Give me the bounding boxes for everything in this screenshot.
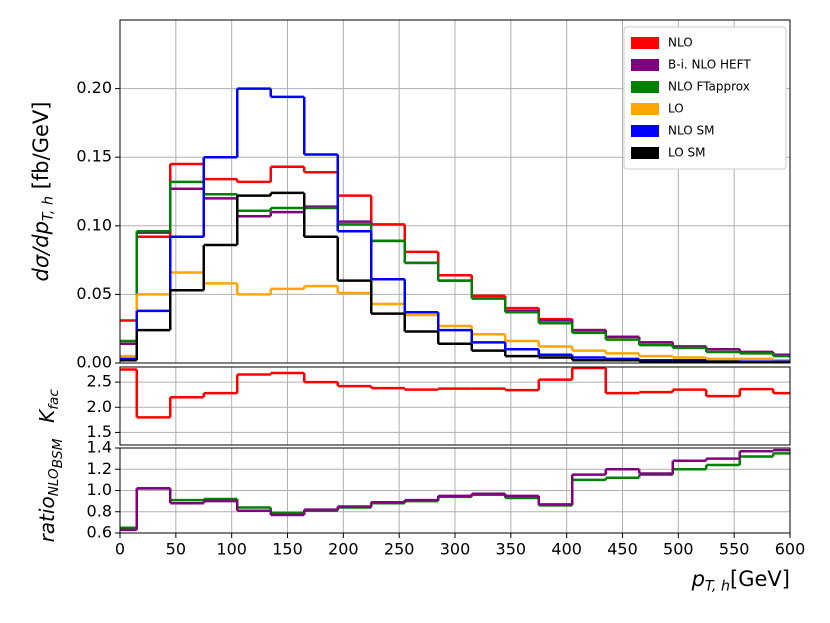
y-tick-label: 1.5 bbox=[87, 422, 112, 441]
x-tick-label: 350 bbox=[496, 540, 527, 559]
x-tick-label: 550 bbox=[719, 540, 750, 559]
legend-swatch bbox=[631, 59, 659, 71]
undefined: NLO bbox=[46, 468, 62, 496]
x-tick-label: 500 bbox=[663, 540, 694, 559]
axis-label: dσ/dpT, h [fb/GeV] bbox=[29, 102, 56, 282]
undefined: T, h bbox=[40, 196, 56, 221]
x-tick-label: 250 bbox=[384, 540, 415, 559]
x-tick-label: 400 bbox=[551, 540, 582, 559]
y-tick-label: 1.2 bbox=[87, 459, 112, 478]
x-tick-label: 0 bbox=[115, 540, 125, 559]
x-tick-label: 50 bbox=[166, 540, 186, 559]
series bbox=[120, 367, 790, 419]
undefined: T, h bbox=[705, 578, 730, 594]
legend-label: NLO FTapprox bbox=[668, 80, 750, 94]
undefined: BSM bbox=[50, 438, 66, 468]
axis-label: Kfac bbox=[35, 389, 63, 423]
legend-swatch bbox=[631, 37, 659, 49]
undefined: [fb/GeV] bbox=[29, 102, 53, 196]
legend-swatch bbox=[631, 81, 659, 93]
x-tick-label: 600 bbox=[775, 540, 806, 559]
undefined: ratio bbox=[35, 496, 59, 542]
legend-swatch bbox=[631, 125, 659, 137]
frame bbox=[119, 19, 791, 364]
y-tick-label: 1.4 bbox=[87, 438, 112, 457]
y-tick-label: 0.6 bbox=[87, 523, 112, 542]
legend-swatch bbox=[631, 103, 659, 115]
axis-label: ratioNLOBSM bbox=[35, 438, 67, 542]
legend-label: LO bbox=[668, 102, 684, 116]
y-tick-label: 0.10 bbox=[76, 215, 112, 234]
y-tick-label: 2.0 bbox=[87, 397, 112, 416]
axis-label: pT, h[GeV] bbox=[691, 567, 790, 594]
legend-label: B-i. NLO HEFT bbox=[668, 58, 751, 72]
y-tick-label: 0.15 bbox=[76, 147, 112, 166]
undefined: dσ/dp bbox=[29, 221, 53, 281]
y-tick-label: 2.5 bbox=[87, 372, 112, 391]
y-tick-label: 1.0 bbox=[87, 480, 112, 499]
x-tick-label: 200 bbox=[328, 540, 359, 559]
y-tick-label: 0.20 bbox=[76, 78, 112, 97]
legend-box bbox=[623, 26, 787, 170]
legend-label: NLO SM bbox=[668, 124, 714, 138]
series bbox=[120, 191, 790, 363]
legend-label: NLO bbox=[668, 36, 693, 50]
x-tick-label: 300 bbox=[440, 540, 471, 559]
legend-swatch bbox=[631, 147, 659, 159]
y-tick-label: 0.05 bbox=[76, 284, 112, 303]
undefined: K bbox=[35, 408, 59, 423]
y-tick-label: 0.8 bbox=[87, 501, 112, 520]
series bbox=[120, 448, 790, 532]
y-tick-label: 0.00 bbox=[76, 353, 112, 372]
x-tick-label: 150 bbox=[272, 540, 303, 559]
undefined: [GeV] bbox=[730, 567, 790, 591]
x-tick-label: 450 bbox=[607, 540, 638, 559]
x-tick-label: 100 bbox=[216, 540, 247, 559]
undefined: p bbox=[691, 567, 705, 591]
undefined: fac bbox=[46, 389, 62, 410]
frame bbox=[119, 366, 791, 446]
legend-label: LO SM bbox=[668, 146, 706, 160]
